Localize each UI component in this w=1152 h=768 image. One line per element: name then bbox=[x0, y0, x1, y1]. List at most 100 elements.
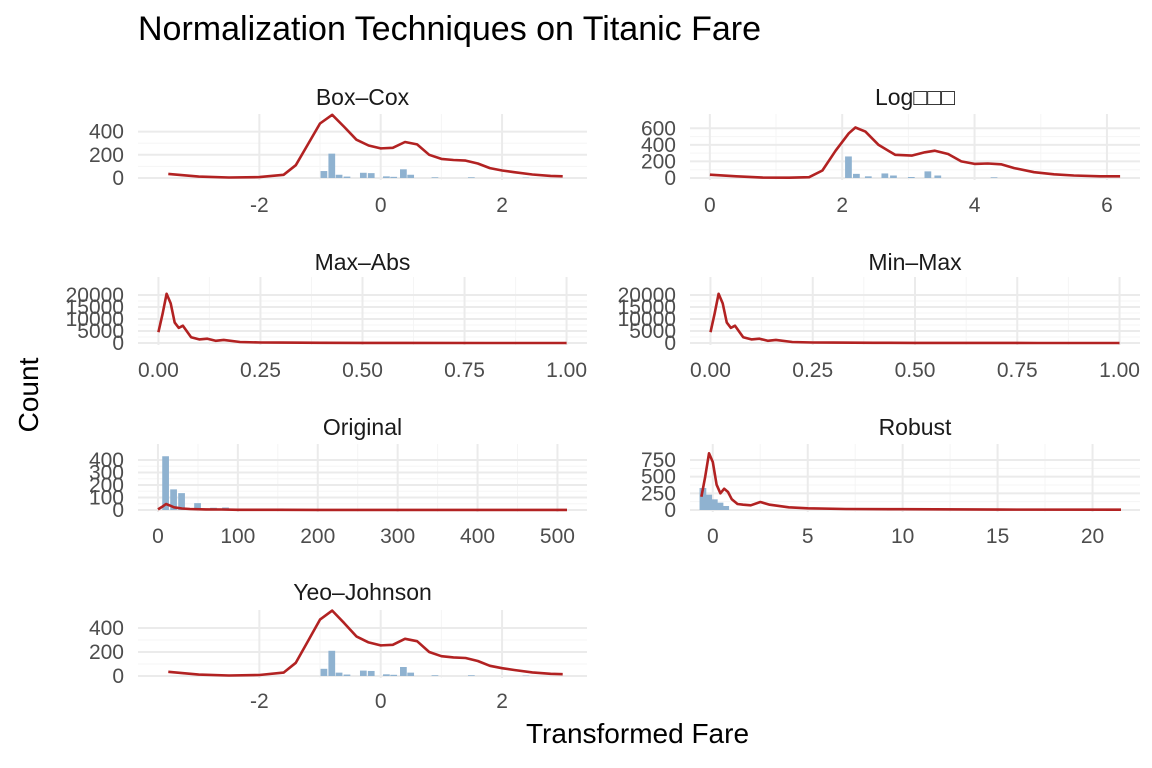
y-tick-label: 0 bbox=[664, 499, 676, 522]
x-tick-label: 0.00 bbox=[138, 359, 179, 382]
y-tick-label: 0 bbox=[664, 167, 676, 190]
x-tick-label: 10 bbox=[891, 525, 914, 548]
histogram-bar bbox=[407, 672, 415, 676]
y-tick-label: 750 bbox=[641, 449, 676, 472]
y-tick-label: 5000 bbox=[77, 320, 124, 343]
histogram-bar bbox=[359, 172, 367, 178]
y-tick-label: 0 bbox=[112, 499, 124, 522]
x-tick-label: 2 bbox=[496, 690, 508, 713]
histogram-bar bbox=[335, 174, 343, 178]
x-tick-label: 0.25 bbox=[792, 359, 833, 382]
histogram-bar bbox=[467, 177, 475, 178]
histogram-bar bbox=[390, 674, 398, 676]
y-tick-label: 100 bbox=[89, 487, 124, 510]
histogram-bar bbox=[359, 670, 367, 676]
facet-strip-label: Min–Max bbox=[868, 249, 962, 275]
histogram-bar bbox=[170, 489, 177, 510]
y-tick-label: 400 bbox=[89, 121, 124, 144]
facet-strip-label: Box–Cox bbox=[316, 84, 410, 110]
histogram-bar bbox=[934, 175, 942, 178]
x-tick-label: 6 bbox=[1101, 194, 1113, 217]
x-tick-label: 0 bbox=[152, 525, 164, 548]
density-curve bbox=[709, 292, 1120, 345]
y-tick-label: 5000 bbox=[629, 320, 676, 343]
x-tick-label: 1.00 bbox=[546, 359, 587, 382]
histogram-bar bbox=[864, 176, 872, 178]
x-tick-label: 4 bbox=[969, 194, 981, 217]
histogram-bar bbox=[881, 173, 889, 178]
x-tick-label: 0 bbox=[704, 194, 716, 217]
x-tick-label: 500 bbox=[540, 525, 575, 548]
x-tick-label: 1.00 bbox=[1099, 359, 1140, 382]
x-tick-label: 200 bbox=[300, 525, 335, 548]
histogram-bar bbox=[431, 177, 439, 178]
y-tick-label: 0 bbox=[112, 167, 124, 190]
y-tick-label: 400 bbox=[89, 617, 124, 640]
y-tick-label: 400 bbox=[641, 134, 676, 157]
facet-strip-label: Log□□□ bbox=[875, 84, 955, 110]
facet-strip-label: Original bbox=[323, 414, 402, 440]
y-tick-label: 250 bbox=[641, 482, 676, 505]
y-tick-label: 600 bbox=[641, 117, 676, 140]
y-tick-label: 300 bbox=[89, 462, 124, 485]
histogram-bar bbox=[343, 176, 351, 178]
histogram-bar bbox=[400, 667, 407, 676]
density-curve bbox=[157, 502, 567, 512]
histogram-bar bbox=[467, 675, 475, 676]
x-axis-label: Transformed Fare bbox=[525, 718, 750, 749]
histogram-bar bbox=[705, 494, 712, 510]
y-tick-label: 15000 bbox=[618, 296, 676, 319]
x-tick-label: 400 bbox=[460, 525, 495, 548]
histogram-bar bbox=[890, 175, 897, 178]
x-tick-label: 0 bbox=[707, 525, 719, 548]
histogram-bar bbox=[320, 171, 328, 178]
x-tick-label: 300 bbox=[380, 525, 415, 548]
y-tick-label: 10000 bbox=[618, 308, 676, 331]
x-tick-label: 20 bbox=[1081, 525, 1104, 548]
histogram-bar bbox=[990, 177, 998, 178]
density-curve bbox=[709, 126, 1121, 179]
histogram-bar bbox=[383, 176, 390, 178]
y-tick-label: 200 bbox=[641, 150, 676, 173]
facet-strip-label: Robust bbox=[879, 414, 952, 440]
histogram-bar bbox=[320, 668, 328, 676]
y-tick-label: 0 bbox=[664, 332, 676, 355]
histogram-bar bbox=[400, 169, 407, 178]
histogram-bar bbox=[194, 503, 201, 510]
x-tick-label: 0.75 bbox=[444, 359, 485, 382]
histogram-bar bbox=[367, 173, 375, 178]
x-tick-label: 2 bbox=[836, 194, 848, 217]
histogram-bar bbox=[328, 153, 336, 178]
x-tick-label: -2 bbox=[250, 690, 269, 713]
histogram-bar bbox=[853, 173, 860, 178]
histogram-bar bbox=[328, 650, 336, 676]
histogram-bar bbox=[710, 499, 718, 510]
x-tick-label: 0 bbox=[375, 690, 387, 713]
y-tick-label: 200 bbox=[89, 641, 124, 664]
histogram-bar bbox=[699, 488, 707, 510]
x-tick-label: 0.50 bbox=[342, 359, 383, 382]
y-tick-label: 15000 bbox=[66, 296, 124, 319]
y-tick-label: 20000 bbox=[618, 284, 676, 307]
density-curve bbox=[700, 451, 1122, 512]
histogram-bar bbox=[335, 672, 343, 676]
x-tick-label: 100 bbox=[220, 525, 255, 548]
y-tick-label: 10000 bbox=[66, 308, 124, 331]
y-tick-label: 20000 bbox=[66, 284, 124, 307]
histogram-bar bbox=[367, 670, 375, 676]
x-tick-label: 15 bbox=[986, 525, 1009, 548]
facet-strip-label: Max–Abs bbox=[315, 249, 411, 275]
histogram-bar bbox=[178, 493, 185, 510]
x-tick-label: 0.00 bbox=[690, 359, 731, 382]
density-curve bbox=[157, 292, 567, 345]
facet-strip-label: Yeo–Johnson bbox=[293, 579, 432, 605]
histogram-bar bbox=[722, 506, 730, 510]
x-tick-label: -2 bbox=[250, 194, 269, 217]
